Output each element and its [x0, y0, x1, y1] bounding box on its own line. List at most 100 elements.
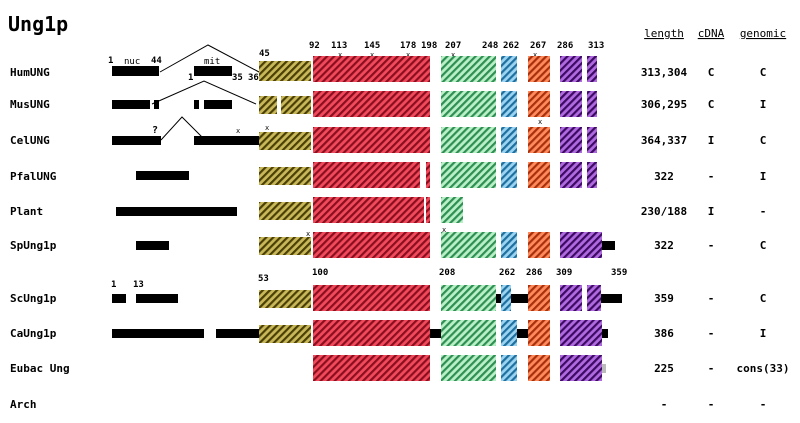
domain-olive	[259, 325, 311, 343]
domain-green	[441, 56, 496, 82]
position-label: 1	[188, 73, 193, 83]
domain-orange	[528, 232, 550, 258]
cdna-value: I	[708, 205, 715, 218]
position-label: 248	[482, 41, 498, 51]
domain-orange	[528, 127, 550, 153]
row-pfal	[136, 162, 597, 188]
segment-black	[112, 294, 126, 303]
row-plant	[116, 197, 463, 223]
x-mark: x	[451, 51, 455, 59]
position-label: 1	[108, 56, 113, 66]
length-value: 386	[654, 327, 674, 340]
cdna-value: C	[708, 98, 715, 111]
position-label: 36	[248, 73, 259, 83]
position-label: 208	[439, 268, 455, 278]
genomic-value: C	[760, 239, 767, 252]
splice-line	[159, 44, 260, 73]
domain-red	[313, 355, 430, 381]
domain-red	[426, 197, 430, 223]
domain-orange	[528, 56, 550, 82]
length-value: 364,337	[641, 134, 687, 147]
genomic-value: -	[760, 398, 767, 411]
domain-blue	[501, 56, 517, 82]
segment-black	[601, 294, 622, 303]
position-labels-top: 1 nuc 44 mit 1 35 36 45 92 113 145 178 1…	[108, 41, 604, 238]
segment-black	[602, 329, 608, 338]
segment-black	[194, 66, 232, 76]
domain-orange	[528, 91, 550, 117]
domain-green	[441, 197, 463, 223]
x-mark: x	[236, 127, 240, 135]
domain-red	[313, 285, 430, 311]
domain-green	[441, 127, 496, 153]
x-mark: x	[533, 51, 537, 59]
domain-purple	[587, 91, 597, 117]
position-labels-lower: 1 13 53 100 208 262 286 309 359	[111, 268, 627, 290]
position-label: 35	[232, 73, 243, 83]
domain-red	[313, 162, 420, 188]
question-mark: ?	[152, 125, 158, 136]
x-mark: x	[442, 226, 446, 234]
row-mus	[112, 91, 597, 117]
length-value: 322	[654, 239, 674, 252]
mit-label: mit	[204, 57, 220, 67]
nuc-label: nuc	[124, 57, 140, 67]
position-label: 1	[111, 280, 116, 290]
domain-olive	[259, 132, 311, 150]
segment-black	[136, 171, 189, 180]
domain-olive	[259, 290, 311, 308]
domain-red	[313, 127, 430, 153]
domain-green	[441, 91, 496, 117]
row-name: ScUng1p	[10, 292, 57, 305]
domain-orange	[528, 320, 550, 346]
position-label: 178	[400, 41, 416, 51]
position-label: 262	[499, 268, 515, 278]
genomic-value: cons(33)	[737, 362, 790, 375]
position-label: 313	[588, 41, 604, 51]
segment-gray	[602, 364, 606, 373]
domain-green	[441, 355, 496, 381]
row-names: HumUNG MusUNG CelUNG PfalUNG Plant SpUng…	[10, 66, 70, 411]
position-label: 53	[258, 274, 269, 284]
domain-purple	[560, 127, 582, 153]
position-label: 145	[364, 41, 380, 51]
genomic-value: -	[760, 205, 767, 218]
cdna-value: I	[708, 134, 715, 147]
length-value: 306,295	[641, 98, 687, 111]
segment-black	[136, 294, 178, 303]
cdna-value: -	[708, 327, 715, 340]
domain-purple	[587, 127, 597, 153]
domain-purple	[587, 162, 597, 188]
x-mark: x	[306, 230, 310, 238]
x-mark: x	[538, 118, 542, 126]
diagram-title: Ung1p	[8, 12, 68, 36]
segment-black	[216, 329, 259, 338]
row-name: Plant	[10, 205, 43, 218]
segment-black	[112, 329, 204, 338]
length-value: 322	[654, 170, 674, 183]
cdna-value: -	[708, 170, 715, 183]
row-hum	[112, 56, 597, 82]
domain-olive	[259, 202, 311, 220]
row-sp	[136, 232, 615, 258]
domain-blue	[501, 91, 517, 117]
header-length: length	[644, 27, 684, 40]
header-genomic: genomic	[740, 27, 786, 40]
cdna-value: -	[708, 362, 715, 375]
genomic-value: C	[760, 66, 767, 79]
position-label: 309	[556, 268, 572, 278]
position-label: 100	[312, 268, 328, 278]
x-mark: x	[406, 51, 410, 59]
row-ca	[112, 320, 608, 346]
cdna-value: -	[708, 398, 715, 411]
position-label: 359	[611, 268, 627, 278]
row-name: Arch	[10, 398, 37, 411]
splice-lines	[151, 44, 260, 141]
domain-olive	[259, 96, 277, 114]
domain-orange	[528, 162, 550, 188]
domain-red	[313, 320, 430, 346]
domain-blue	[501, 285, 511, 311]
segment-black	[204, 100, 232, 109]
domain-red	[313, 56, 430, 82]
position-label: 198	[421, 41, 437, 51]
